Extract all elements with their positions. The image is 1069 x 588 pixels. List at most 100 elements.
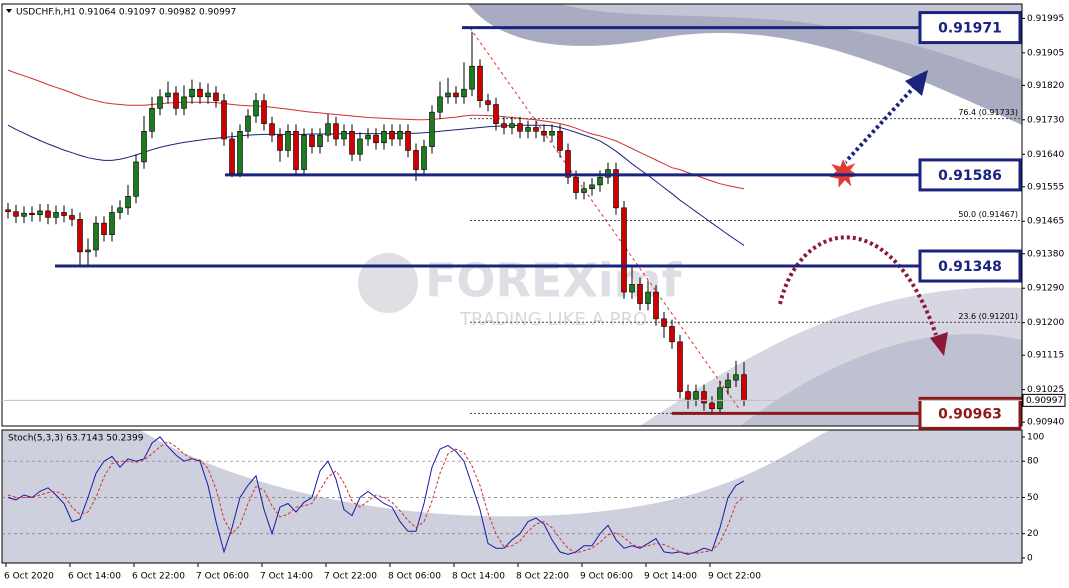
- candle-body: [645, 291, 651, 304]
- y-tick-label: 0.91380: [1027, 249, 1064, 259]
- candle-body: [189, 88, 195, 98]
- candle-body: [261, 100, 267, 124]
- candle-body: [685, 391, 691, 400]
- candle-body: [181, 96, 187, 109]
- candle-body: [285, 131, 291, 151]
- candle-body: [325, 123, 331, 136]
- candle-body: [197, 88, 203, 98]
- level-box: [918, 158, 1022, 192]
- candle-body: [709, 402, 715, 410]
- candle-body: [429, 111, 435, 147]
- candle-body: [469, 65, 475, 90]
- candle-body: [293, 131, 299, 170]
- level-label: 0.91971: [938, 21, 1002, 37]
- candle-body: [101, 222, 107, 235]
- moving-average: [7, 69, 745, 190]
- candle-body: [661, 318, 667, 327]
- candle-body: [629, 284, 635, 293]
- y-tick-label: 50: [1027, 493, 1039, 503]
- candle-body: [61, 212, 67, 216]
- y-tick-label: 0.91820: [1027, 81, 1064, 91]
- x-tick-label: 7 Oct 22:00: [324, 572, 377, 582]
- candle-body: [637, 284, 643, 304]
- x-tick-label: 7 Oct 14:00: [260, 572, 313, 582]
- level-label: 0.90963: [938, 406, 1002, 422]
- stoch-line: [7, 441, 745, 554]
- candle-body: [525, 127, 531, 132]
- level-box: [918, 11, 1022, 45]
- candle-body: [141, 131, 147, 163]
- candle-body: [653, 291, 659, 320]
- x-tick-label: 6 Oct 14:00: [68, 572, 121, 582]
- level-box: [918, 396, 1022, 430]
- candle-body: [85, 249, 91, 253]
- candle-body: [421, 146, 427, 170]
- fib-label: 50.0 (0.91467): [958, 210, 1018, 219]
- candle-body: [133, 161, 139, 197]
- candle-body: [573, 176, 579, 193]
- candle-body: [29, 212, 35, 216]
- candle-body: [605, 169, 611, 178]
- candle-body: [333, 123, 339, 140]
- candle-body: [485, 100, 491, 105]
- candle-body: [517, 123, 523, 132]
- x-tick-label: 9 Oct 14:00: [644, 572, 697, 582]
- stoch-title: Stoch(5,3,3) 63.7143 50.2399: [8, 434, 144, 444]
- candle-body: [445, 92, 451, 98]
- candle-body: [53, 212, 59, 218]
- last-price-label: 0.90997: [1026, 396, 1063, 406]
- candle-body: [533, 127, 539, 132]
- candle-body: [405, 131, 411, 151]
- candle-body: [677, 341, 683, 392]
- candle-body: [317, 134, 323, 147]
- main-panel-frame: [1, 3, 1023, 427]
- candle-body: [21, 212, 27, 217]
- candle-body: [269, 123, 275, 136]
- candle-body: [733, 374, 739, 381]
- candle-body: [237, 131, 243, 174]
- candle-body: [621, 207, 627, 293]
- arrow-curve-down: [778, 235, 948, 356]
- candle-body: [357, 138, 363, 155]
- candle-body: [277, 134, 283, 151]
- candle-body: [213, 92, 219, 101]
- y-tick-label: 0.91290: [1027, 284, 1064, 294]
- y-tick-label: 0.91995: [1027, 14, 1064, 24]
- candle-body: [149, 108, 155, 132]
- candle-body: [509, 123, 515, 128]
- y-tick-label: 0: [1027, 553, 1033, 563]
- candle-body: [397, 131, 403, 140]
- candle-body: [341, 131, 347, 140]
- candle-body: [589, 184, 595, 190]
- candle-body: [549, 131, 555, 136]
- candle-body: [5, 209, 11, 212]
- x-tick-label: 6 Oct 2020: [4, 572, 54, 582]
- candle-body: [117, 207, 123, 213]
- x-tick-label: 8 Oct 06:00: [388, 572, 441, 582]
- candle-body: [565, 150, 571, 178]
- y-tick-label: 0.90940: [1027, 418, 1064, 428]
- candle-body: [557, 131, 563, 151]
- fib-label: 76.4 (0.91733): [958, 108, 1018, 117]
- y-tick-label: 0.91200: [1027, 318, 1064, 328]
- candle-body: [69, 215, 75, 220]
- candle-body: [613, 169, 619, 209]
- candle-body: [437, 96, 443, 113]
- candle-body: [581, 188, 587, 193]
- candle-body: [221, 100, 227, 140]
- candle-body: [45, 210, 51, 218]
- y-tick-label: 0.91115: [1027, 351, 1064, 361]
- candle-body: [301, 134, 307, 170]
- level-label: 0.91586: [938, 168, 1002, 184]
- fib-label: 23.6 (0.91201): [958, 312, 1018, 321]
- candle-body: [453, 92, 459, 98]
- candle-body: [173, 92, 179, 109]
- candle-body: [365, 134, 371, 140]
- level-box: [918, 249, 1022, 283]
- candle-body: [541, 131, 547, 136]
- y-tick-label: 100: [1027, 433, 1044, 443]
- candle-body: [701, 391, 707, 404]
- candle-body: [229, 138, 235, 174]
- candle-body: [157, 96, 163, 109]
